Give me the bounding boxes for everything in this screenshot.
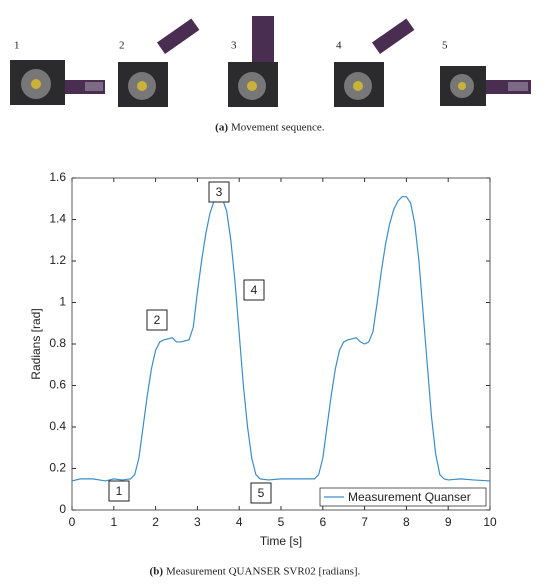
x-tick-label: 1 [110,515,117,529]
y-tick-label: 1.6 [49,170,66,184]
annotation-box [243,279,265,301]
annotation: 4 [251,283,258,297]
annotation-box [146,309,168,331]
y-tick-label: 1 [59,295,66,309]
photo [118,18,200,107]
y-tick-label: 0.4 [49,419,66,433]
photo-label: 1 [14,40,20,52]
legend-label: Measurement Quanser [348,490,471,504]
x-tick-label: 10 [483,515,497,529]
plot-area [71,177,491,511]
annotation-box [108,480,130,502]
photo-label: 3 [231,40,237,52]
photo [440,66,531,106]
photo-strip [10,16,531,107]
annotation: 5 [258,486,265,500]
y-tick-label: 0 [59,502,66,516]
annotation: 3 [216,185,223,199]
annotation-box [208,181,230,203]
annotation: 1 [116,484,123,498]
y-tick-label: 0.8 [49,336,66,350]
photo [10,60,105,105]
x-tick-label: 4 [236,515,243,529]
photo [334,18,415,107]
caption: Measurement QUANSER SVR02 [radians]. [166,566,361,578]
annotation: 2 [154,313,161,327]
caption-label: (a) [215,122,228,134]
x-axis-label: Time [s] [260,534,302,548]
x-tick-label: 0 [69,515,76,529]
x-tick-label: 7 [361,515,368,529]
y-tick-label: 1.2 [49,253,66,267]
annotation-box [250,482,272,504]
photo-label: 2 [119,40,125,52]
data-line [71,195,491,482]
x-tick-label: 8 [403,515,410,529]
y-tick-label: 0.2 [49,461,66,475]
legend-box [319,487,487,507]
y-tick-label: 1.4 [49,212,66,226]
x-tick-label: 9 [445,515,452,529]
x-tick-label: 5 [278,515,285,529]
y-tick-label: 0.6 [49,378,66,392]
photo-label: 5 [442,40,448,52]
x-tick-label: 6 [319,515,326,529]
photo-label: 4 [336,40,342,52]
x-tick-label: 3 [194,515,201,529]
caption: Movement sequence. [231,122,325,134]
photo [228,16,278,107]
y-axis-label: Radians [rad] [29,308,43,379]
caption-label: (b) [150,566,164,578]
x-tick-label: 2 [152,515,159,529]
